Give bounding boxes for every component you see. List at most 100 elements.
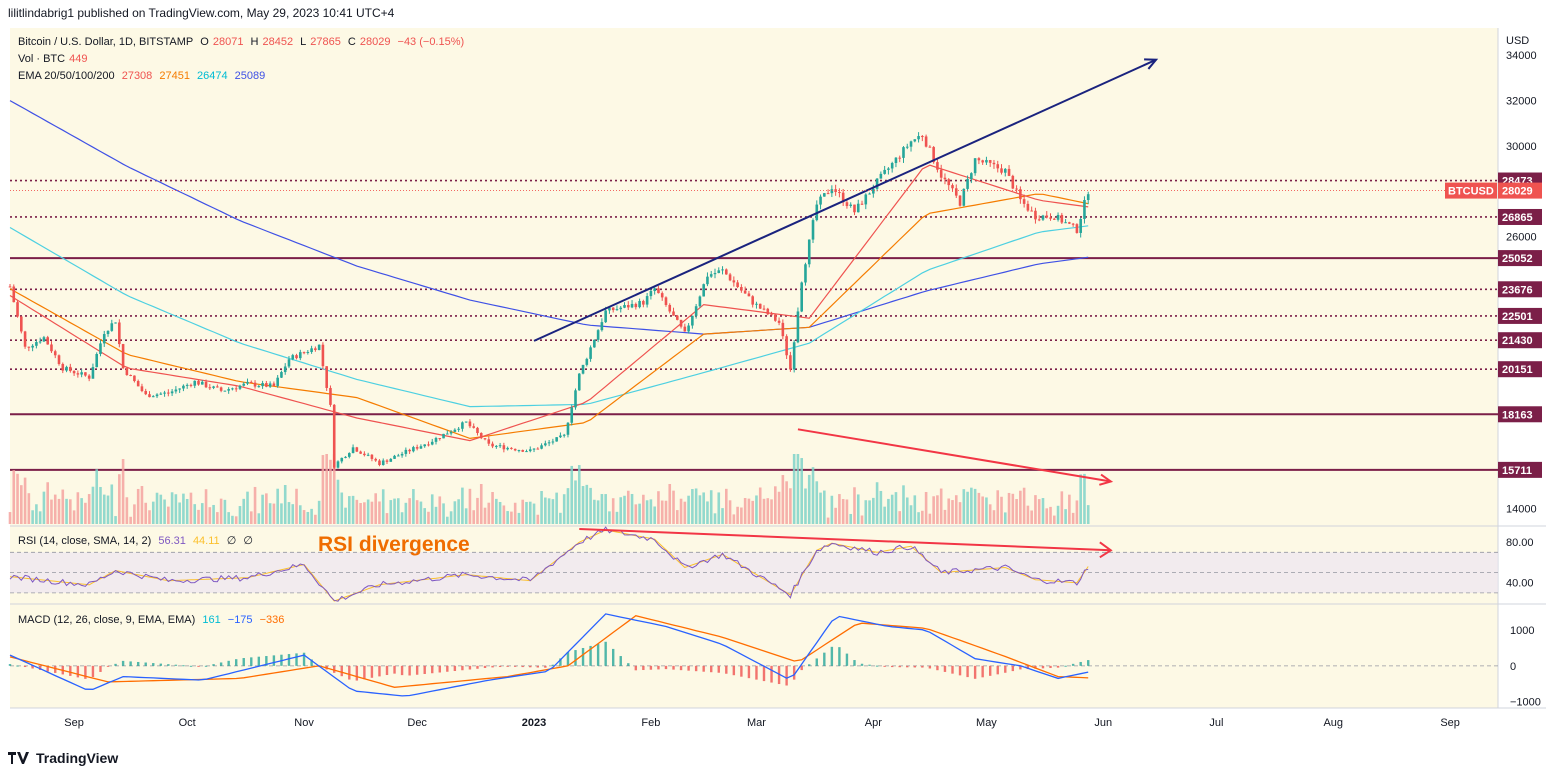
volume-bar (936, 495, 939, 524)
macd-histogram-bar (890, 665, 894, 668)
candle-body (487, 439, 491, 444)
candle-body (585, 358, 589, 365)
macd-histogram-bar (1019, 665, 1022, 670)
volume-bar (265, 493, 268, 524)
volume-bar (159, 494, 163, 524)
candle-body (1045, 215, 1049, 218)
macd-histogram-bar (529, 665, 532, 668)
candle-body (219, 387, 223, 391)
candle-body (909, 141, 913, 147)
candle-body (430, 441, 434, 445)
level-tag (1498, 281, 1542, 298)
candle-body (577, 373, 581, 391)
volume-bar (118, 474, 121, 524)
volume-bar (856, 494, 860, 524)
candle-body (200, 381, 204, 385)
macd-histogram-bar (167, 664, 170, 666)
candle-body (325, 366, 328, 388)
volume-bar (170, 492, 174, 524)
macd-histogram-bar (619, 656, 622, 666)
candle-body (706, 276, 709, 285)
candle-body (102, 334, 106, 344)
candle-body (921, 136, 924, 138)
volume-bar (623, 495, 626, 524)
volume-bar (430, 494, 434, 524)
candle-body (253, 382, 257, 387)
open-value: 28071 (212, 36, 244, 48)
macd-histogram-bar (272, 655, 276, 666)
macd-histogram-bar (664, 665, 668, 670)
volume-bar (819, 492, 822, 524)
macd-line (9, 613, 1089, 697)
candle-body (1015, 188, 1018, 190)
volume-bar (261, 494, 264, 524)
candle-body (1071, 223, 1075, 225)
volume-bar (1056, 505, 1060, 524)
macd-histogram-bar (823, 652, 826, 666)
macd-legend: MACD (12, 26, close, 9, EMA, EMA) 161 −1… (18, 614, 288, 626)
volume-bar (634, 504, 638, 524)
candle-body (491, 443, 494, 447)
candle-body (743, 290, 747, 294)
volume-bar (427, 511, 430, 524)
macd-histogram-bar (400, 665, 404, 676)
volume-falling-trend-arrowhead (1099, 473, 1114, 486)
volume-bar (506, 511, 509, 524)
volume-bar (841, 499, 845, 524)
macd-histogram-bar (46, 665, 49, 672)
macd-histogram-bar (906, 665, 909, 668)
macd-histogram-bar (800, 665, 803, 671)
volume-bar (902, 485, 905, 524)
level-label: 20151 (1502, 364, 1533, 376)
candle-body (174, 389, 178, 392)
candle-body (234, 388, 238, 390)
volume-bar (20, 485, 23, 524)
volume-bar (99, 486, 102, 524)
candle-body (468, 421, 472, 427)
volume-bar (540, 491, 543, 524)
candle-body (785, 336, 788, 356)
volume-bar (758, 487, 762, 524)
volume-bar (231, 515, 234, 524)
volume-bar (645, 500, 649, 524)
macd-histogram-bar (521, 665, 524, 668)
time-axis-label: Oct (179, 717, 196, 729)
macd-histogram-bar (144, 662, 147, 666)
volume-bar (577, 465, 581, 524)
macd-histogram-bar (898, 665, 901, 668)
candle-body (951, 185, 954, 189)
volume-bar (970, 487, 973, 524)
candle-body (76, 373, 80, 375)
candle-body (363, 453, 366, 456)
macd-histogram-bar (717, 665, 720, 673)
rsi-value: 56.31 (158, 535, 186, 547)
candle-body (178, 388, 181, 390)
volume-bar (981, 496, 984, 524)
candle-body (287, 359, 291, 367)
candle-body (570, 407, 574, 423)
volume-bar (163, 499, 166, 524)
rsi-label: RSI (14, close, SMA, 14, 2) (18, 535, 152, 547)
ema-lines (9, 100, 1089, 442)
macd-histogram-bar (928, 665, 932, 669)
candle-body (1083, 200, 1086, 219)
volume-bar (359, 503, 362, 524)
volume-bar (167, 506, 170, 524)
candle-body (106, 330, 110, 335)
candle-body (366, 454, 370, 456)
volume-bar (370, 501, 374, 524)
candle-body (91, 367, 95, 379)
volume-bar (242, 498, 246, 524)
candle-body (283, 366, 287, 373)
macd-histogram-bar (408, 665, 411, 676)
candle-body (1007, 168, 1011, 176)
volume-bar (46, 482, 49, 524)
volume-bar (76, 492, 80, 524)
candle-body (807, 239, 811, 265)
volume-bar (675, 510, 679, 524)
macd-histogram-bar (1026, 665, 1030, 670)
candle-body (415, 447, 419, 449)
macd-histogram-bar (785, 665, 788, 686)
close-value: 28029 (359, 36, 391, 48)
